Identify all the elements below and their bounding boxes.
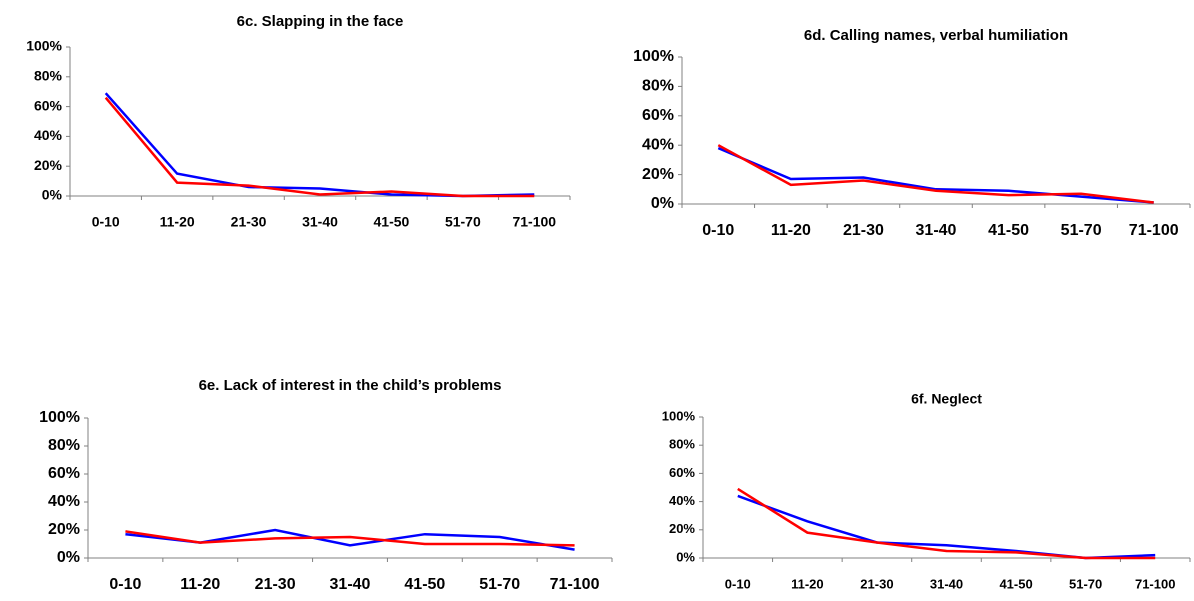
y-tick-label: 100% bbox=[26, 38, 62, 54]
x-tick-label: 11-20 bbox=[771, 222, 811, 239]
y-tick-label: 20% bbox=[48, 521, 80, 538]
y-tick-label: 0% bbox=[651, 195, 674, 212]
x-tick-label: 71-100 bbox=[1129, 222, 1179, 239]
x-tick-label: 41-50 bbox=[374, 214, 410, 230]
y-tick-label: 60% bbox=[48, 465, 80, 482]
y-tick-label: 80% bbox=[642, 78, 674, 95]
y-tick-label: 20% bbox=[34, 157, 63, 173]
x-tick-label: 41-50 bbox=[999, 576, 1032, 591]
x-tick-label: 31-40 bbox=[330, 576, 371, 593]
chart-title: 6f. Neglect bbox=[911, 391, 982, 407]
x-tick-label: 71-100 bbox=[512, 214, 556, 230]
series-line bbox=[737, 487, 1156, 560]
y-tick-label: 100% bbox=[633, 48, 674, 65]
x-tick-label: 41-50 bbox=[404, 576, 445, 593]
x-tick-label: 0-10 bbox=[109, 576, 141, 593]
y-tick-label: 60% bbox=[34, 97, 63, 113]
x-tick-label: 11-20 bbox=[160, 214, 195, 230]
chart-title: 6c. Slapping in the face bbox=[237, 13, 404, 30]
y-tick-label: 20% bbox=[669, 521, 695, 536]
x-tick-label: 0-10 bbox=[725, 576, 751, 591]
x-tick-label: 51-70 bbox=[479, 576, 520, 593]
x-tick-label: 31-40 bbox=[916, 222, 957, 239]
series-line bbox=[125, 530, 575, 547]
x-tick-label: 21-30 bbox=[255, 576, 296, 593]
x-tick-label: 71-100 bbox=[550, 576, 600, 593]
x-tick-label: 21-30 bbox=[843, 222, 884, 239]
x-tick-label: 41-50 bbox=[988, 222, 1029, 239]
y-tick-label: 0% bbox=[42, 187, 63, 203]
y-tick-label: 40% bbox=[669, 493, 695, 508]
x-tick-label: 51-70 bbox=[445, 214, 481, 230]
x-tick-label: 71-100 bbox=[1135, 576, 1175, 591]
x-tick-label: 0-10 bbox=[702, 222, 734, 239]
series-line bbox=[104, 96, 535, 198]
y-tick-label: 40% bbox=[642, 136, 674, 153]
x-tick-label: 0-10 bbox=[92, 214, 120, 230]
y-tick-label: 80% bbox=[34, 68, 63, 84]
y-tick-label: 60% bbox=[642, 107, 674, 124]
chart-title: 6d. Calling names, verbal humiliation bbox=[804, 27, 1068, 44]
y-tick-label: 0% bbox=[57, 549, 80, 566]
chart-title: 6e. Lack of interest in the child’s prob… bbox=[199, 377, 502, 394]
x-tick-label: 31-40 bbox=[930, 576, 963, 591]
x-tick-label: 51-70 bbox=[1069, 576, 1102, 591]
y-tick-label: 0% bbox=[676, 549, 695, 564]
y-tick-label: 40% bbox=[34, 127, 63, 143]
y-tick-label: 40% bbox=[48, 493, 80, 510]
x-tick-label: 21-30 bbox=[860, 576, 893, 591]
x-tick-label: 21-30 bbox=[231, 214, 267, 230]
series-line bbox=[104, 92, 535, 198]
x-tick-label: 31-40 bbox=[302, 214, 338, 230]
y-tick-label: 100% bbox=[39, 409, 80, 426]
x-tick-label: 11-20 bbox=[791, 576, 824, 591]
x-tick-label: 51-70 bbox=[1061, 222, 1102, 239]
series-line bbox=[717, 144, 1154, 204]
y-tick-label: 60% bbox=[669, 465, 695, 480]
y-tick-label: 80% bbox=[48, 437, 80, 454]
series-line bbox=[125, 528, 575, 551]
series-line bbox=[717, 146, 1154, 204]
y-tick-label: 80% bbox=[669, 437, 695, 452]
x-tick-label: 11-20 bbox=[180, 576, 220, 593]
y-tick-label: 100% bbox=[662, 408, 696, 423]
y-tick-label: 20% bbox=[642, 166, 674, 183]
